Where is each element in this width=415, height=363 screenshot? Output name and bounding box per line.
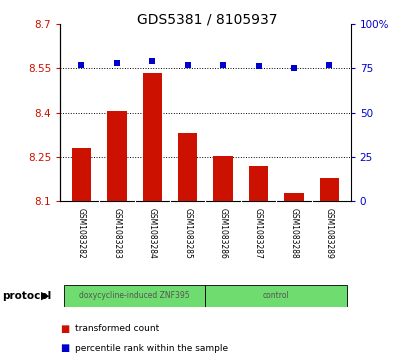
Text: percentile rank within the sample: percentile rank within the sample (75, 344, 228, 353)
Point (149, 58, 156, 64)
Text: control: control (263, 291, 290, 300)
Point (184, 62, 191, 68)
Text: GSM1083289: GSM1083289 (325, 208, 334, 259)
Text: transformed count: transformed count (75, 324, 159, 333)
Bar (64, 285, 205, 307)
Point (255, 64, 262, 69)
Text: protocol: protocol (2, 291, 51, 301)
Text: doxycycline-induced ZNF395: doxycycline-induced ZNF395 (79, 291, 190, 300)
Point (326, 62, 333, 68)
Bar (142, 73, 162, 201)
Point (114, 60, 120, 66)
Text: GSM1083287: GSM1083287 (254, 208, 263, 259)
Bar (320, 178, 339, 201)
Point (78, 62, 85, 68)
Text: ▶: ▶ (41, 291, 49, 301)
Text: GSM1083288: GSM1083288 (290, 208, 298, 259)
Bar (72, 148, 91, 201)
Text: GSM1083284: GSM1083284 (148, 208, 157, 259)
Text: GSM1083286: GSM1083286 (219, 208, 228, 259)
Point (290, 65, 297, 71)
Text: GSM1083282: GSM1083282 (77, 208, 86, 259)
Text: GSM1083285: GSM1083285 (183, 208, 192, 259)
Bar (284, 192, 304, 201)
Bar (178, 133, 198, 201)
Text: ■: ■ (60, 343, 69, 354)
Point (220, 62, 227, 68)
Text: ■: ■ (60, 323, 69, 334)
Bar (107, 111, 127, 201)
Bar (213, 155, 233, 201)
Text: GDS5381 / 8105937: GDS5381 / 8105937 (137, 13, 278, 27)
Text: GSM1083283: GSM1083283 (112, 208, 121, 259)
Bar (249, 166, 269, 201)
Bar (205, 285, 347, 307)
